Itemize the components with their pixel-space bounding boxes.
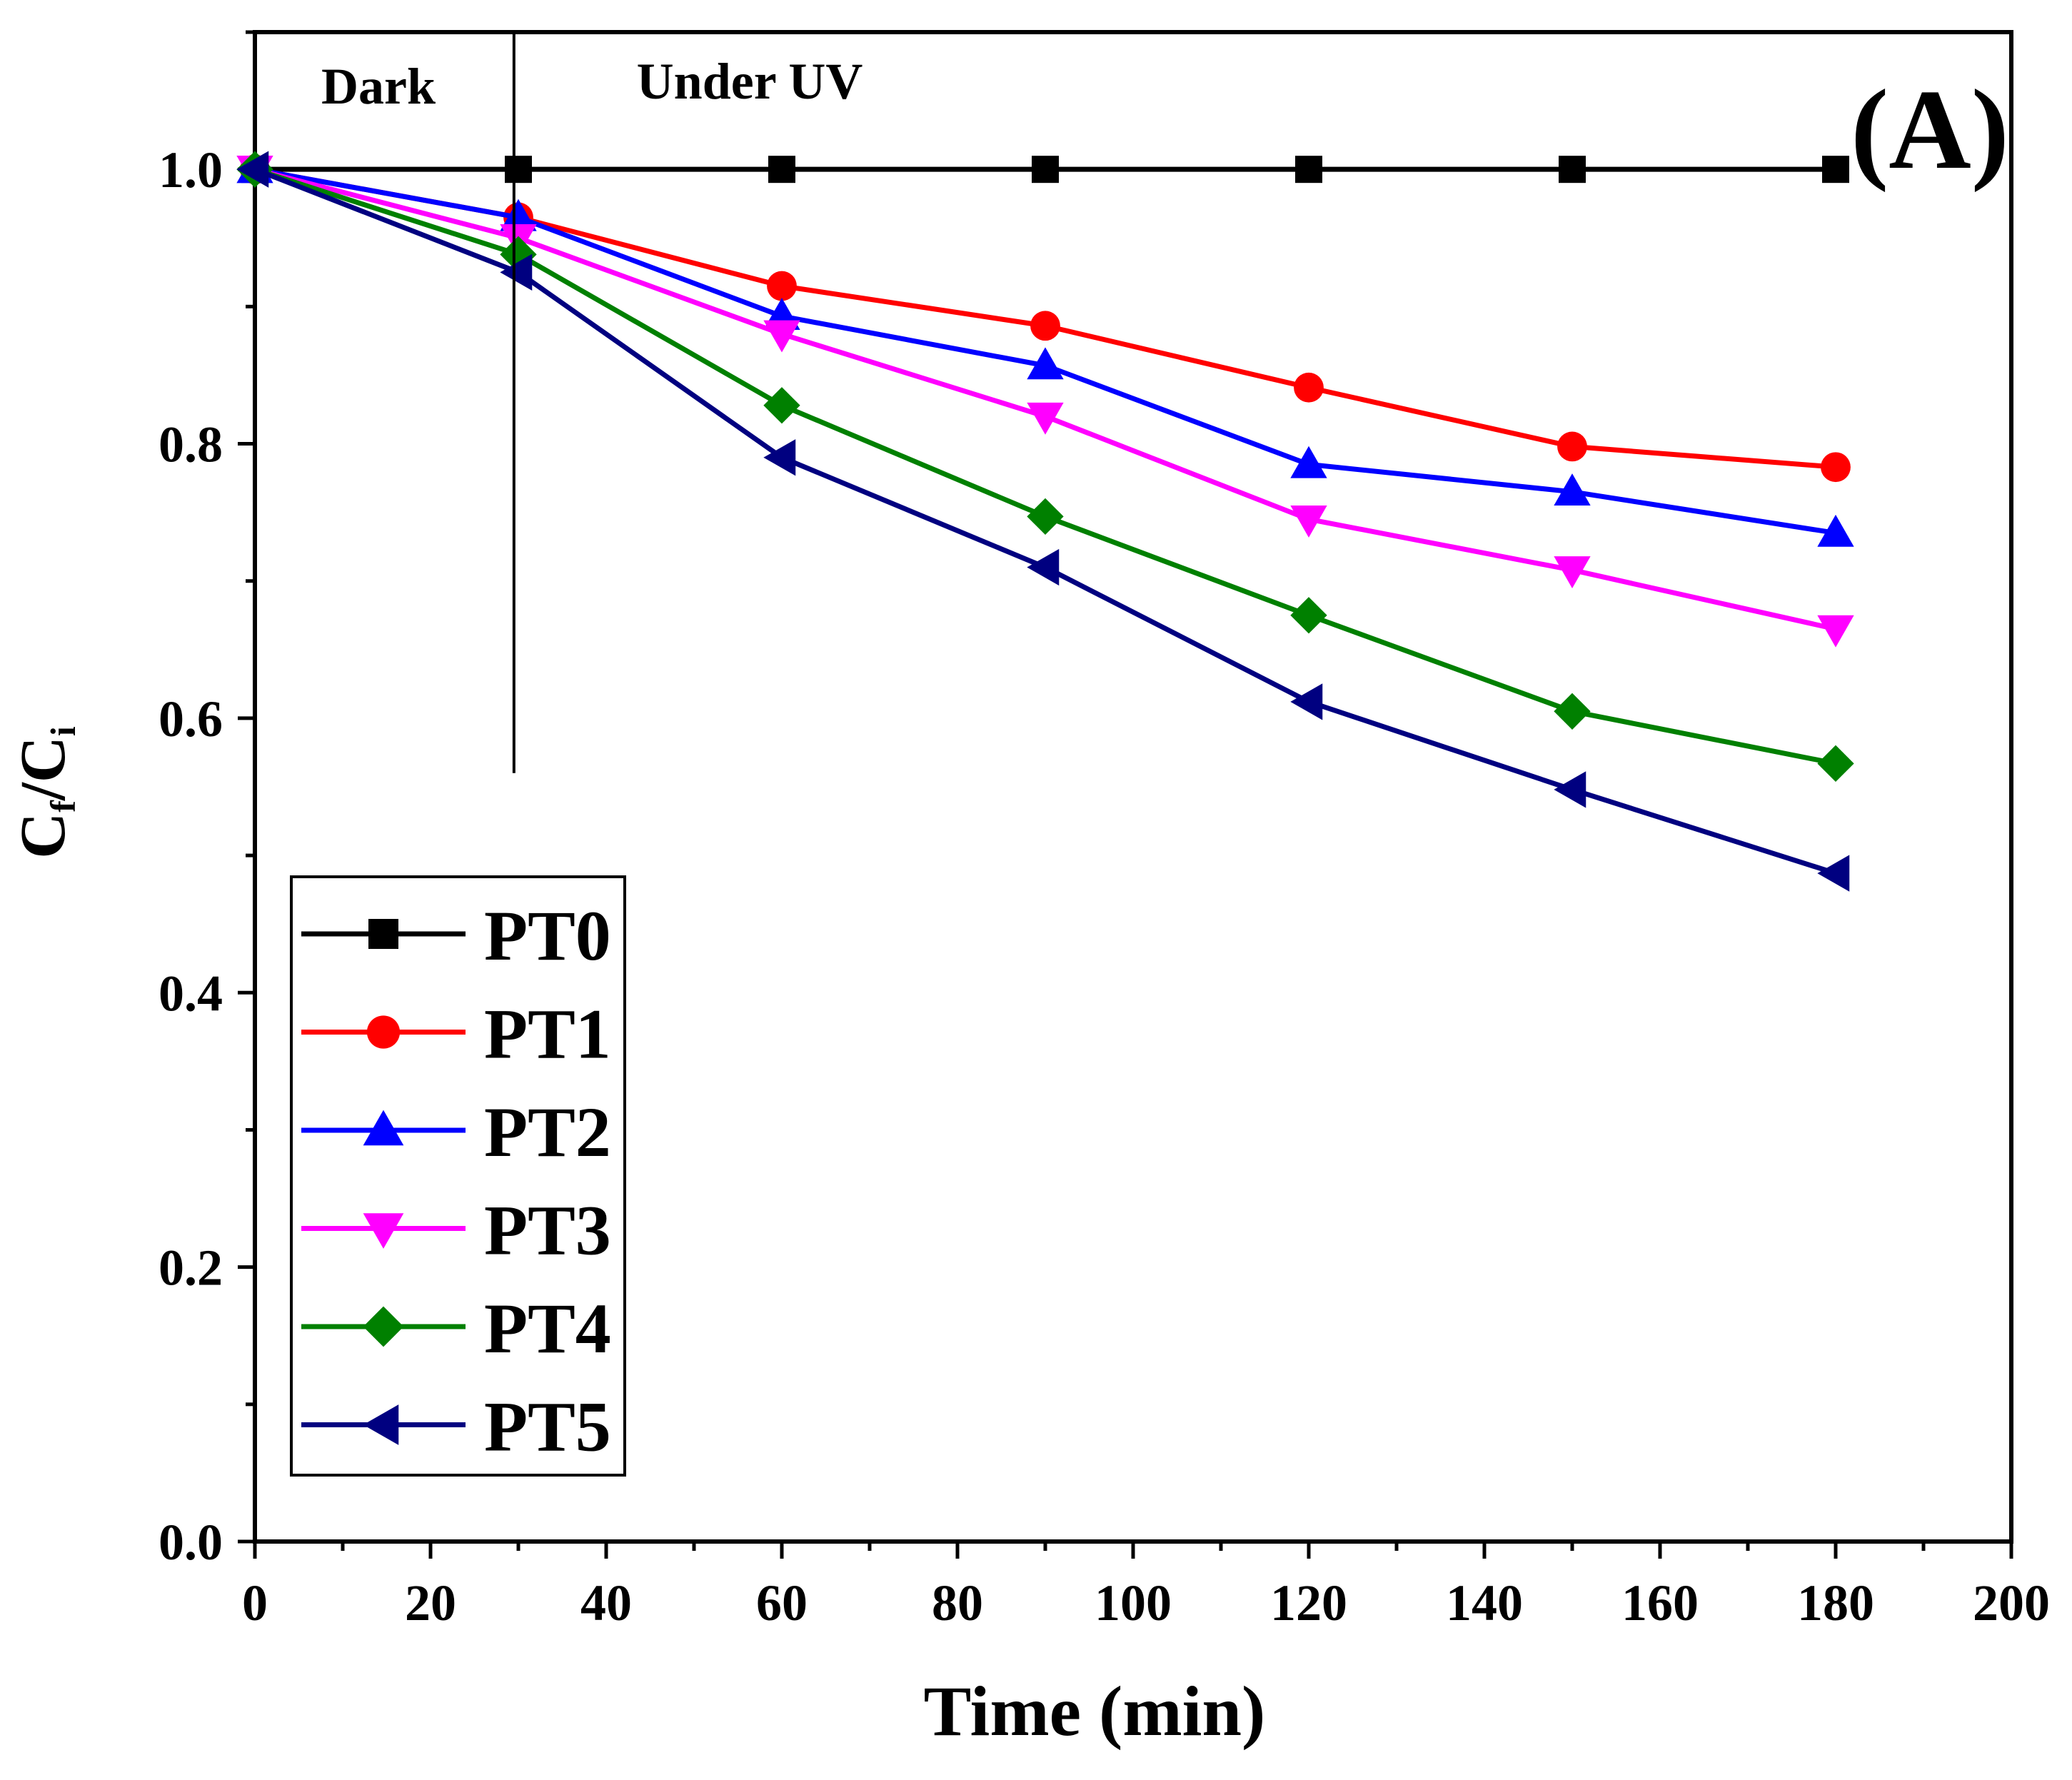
data-point-pt2 [500,198,537,231]
legend-box [290,875,626,1477]
legend-item-pt5: PT5 [301,1387,611,1467]
data-point-pt4 [763,387,800,424]
data-point-pt2 [1027,347,1064,380]
x-tick-label: 80 [932,1574,983,1631]
legend-label-pt3: PT3 [484,1191,611,1270]
data-point-pt5 [1290,683,1323,720]
data-point-pt3 [763,320,800,353]
data-point-pt0 [768,156,795,183]
x-axis-title: Time (min) [924,1671,1266,1751]
legend-item-pt3: PT3 [301,1191,611,1270]
x-tick-label: 60 [756,1574,808,1631]
legend-label-pt0: PT0 [484,896,611,975]
data-point-pt4 [1554,693,1591,730]
legend-swatch-marker [366,1015,401,1049]
data-point-pt1 [767,271,797,301]
legend-swatch-marker [363,1110,404,1146]
legend: PT0 PT1 PT2 PT3 PT4 PT5 [290,875,626,1477]
y-tick-label: 0.6 [159,690,223,748]
data-point-pt5 [1817,855,1850,892]
y-tick-label: 1.0 [159,141,223,198]
data-point-pt0 [1559,156,1586,183]
series-group [236,151,1854,892]
data-point-pt1 [1821,452,1851,483]
data-point-pt4 [1290,597,1327,634]
y-axis-title: Cf/Ci [8,726,83,859]
data-point-pt4 [1027,498,1064,535]
y-axis-title-slash: / [8,782,79,801]
annotations: Dark Under UV (A) [321,32,2009,773]
panel-label: (A) [1851,66,2009,193]
data-point-pt0 [1295,156,1322,183]
x-tick-label: 140 [1446,1574,1523,1631]
data-point-pt5 [1027,548,1060,586]
data-point-pt5 [1554,771,1586,808]
x-tick-label: 200 [1973,1574,2050,1631]
y-axis-title-sub-f: f [43,800,83,813]
data-point-pt0 [505,156,532,183]
data-point-pt1 [1294,372,1324,403]
x-tick-label: 0 [242,1574,268,1631]
data-point-pt0 [1822,156,1849,183]
data-point-pt3 [1554,556,1591,589]
x-tick-label: 120 [1270,1574,1347,1631]
y-axis-title-sub-i: i [43,726,83,736]
legend-swatch-marker [363,1213,404,1249]
x-tick-label: 180 [1797,1574,1874,1631]
data-point-pt2 [1817,514,1854,547]
legend-label-pt5: PT5 [484,1387,611,1467]
x-tick-label: 20 [405,1574,456,1631]
data-point-pt1 [1030,311,1060,341]
data-point-pt0 [1032,156,1059,183]
data-point-pt1 [1557,431,1587,462]
data-point-pt4 [1817,745,1854,782]
axis-labels: Time (min) Cf/Ci [8,726,1265,1751]
legend-swatch-marker [363,1404,399,1445]
data-point-pt5 [763,439,796,476]
legend-item-pt2: PT2 [301,1092,611,1172]
legend-swatch-marker [368,919,398,949]
annotation-under-uv: Under UV [637,53,863,110]
y-tick-label: 0.4 [159,965,223,1022]
axes: 0 20 40 60 80 100 120 140 160 180 200 0.0 0.2 0.4 0.6 0… [159,30,2050,1631]
legend-label-pt2: PT2 [484,1092,611,1172]
y-tick-label: 0.8 [159,416,223,473]
data-point-pt5 [500,253,533,291]
data-point-pt3 [1027,402,1064,435]
x-tick-label: 160 [1621,1574,1699,1631]
legend-label-pt1: PT1 [484,995,611,1074]
y-tick-label: 0.0 [159,1514,223,1571]
legend-swatch-marker [363,1306,404,1347]
data-point-pt2 [1554,473,1591,506]
series-pt5 [236,151,1850,892]
y-axis-title-c2: C [8,736,79,783]
data-point-pt3 [1290,506,1327,538]
legend-item-pt4: PT4 [301,1289,611,1368]
data-point-pt2 [1290,446,1327,478]
legend-item-pt0: PT0 [301,896,611,975]
y-tick-label: 0.2 [159,1240,223,1297]
annotation-dark: Dark [321,58,436,115]
legend-item-pt1: PT1 [301,995,611,1074]
y-axis-title-c1: C [8,813,79,859]
x-tick-label: 100 [1095,1574,1172,1631]
series-pt4 [236,151,1854,782]
x-tick-label: 40 [580,1574,632,1631]
data-point-pt5 [236,151,269,188]
data-point-pt3 [1817,615,1854,648]
legend-label-pt4: PT4 [484,1289,611,1368]
